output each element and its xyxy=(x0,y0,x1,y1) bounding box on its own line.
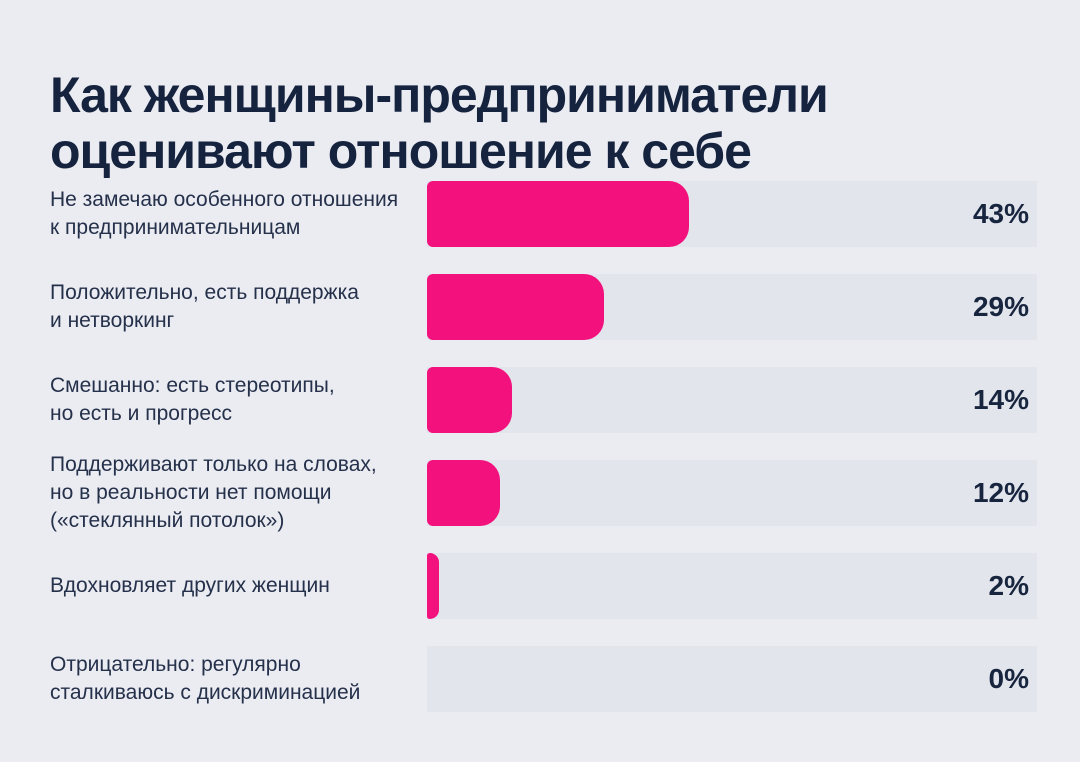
bar-row: Смешанно: есть стереотипы, но есть и про… xyxy=(50,367,1038,433)
value-label: 29% xyxy=(972,291,1029,322)
value-label: 0% xyxy=(988,663,1029,694)
bar-fill xyxy=(427,553,440,619)
bar-track: 0% xyxy=(427,646,1037,712)
value-label: 12% xyxy=(972,477,1029,508)
value-label: 2% xyxy=(988,570,1029,601)
value-label: 43% xyxy=(972,198,1029,229)
value-label: 14% xyxy=(972,384,1029,415)
bar-track: 14% xyxy=(427,367,1037,433)
bar-fill xyxy=(427,181,690,247)
chart-title: Как женщины-предприниматели оценивают от… xyxy=(50,66,829,179)
bar-track: 2% xyxy=(427,553,1037,619)
bar-fill xyxy=(427,274,604,340)
bar-row: Положительно, есть поддержка и нетворкин… xyxy=(50,274,1038,340)
bar-row: Отрицательно: регулярно сталкиваюсь с ди… xyxy=(50,646,1038,712)
category-label: Не замечаю особенного отношения к предпр… xyxy=(50,188,399,239)
category-label: Отрицательно: регулярно сталкиваюсь с ди… xyxy=(50,653,361,704)
bar-row: Вдохновляет других женщин 2% xyxy=(50,553,1038,619)
bar-row: Поддерживают только на словах, но в реал… xyxy=(50,453,1038,532)
bar-chart: Не замечаю особенного отношения к предпр… xyxy=(50,181,1038,712)
bar-track: 12% xyxy=(427,460,1037,526)
category-label: Вдохновляет других женщин xyxy=(50,574,330,597)
bar-track: 43% xyxy=(427,181,1037,247)
bar-fill xyxy=(427,367,513,433)
bar-track: 29% xyxy=(427,274,1037,340)
category-label: Положительно, есть поддержка и нетворкин… xyxy=(50,281,359,332)
category-label: Поддерживают только на словах, но в реал… xyxy=(50,453,377,532)
bar-fill xyxy=(427,460,501,526)
bar-row: Не замечаю особенного отношения к предпр… xyxy=(50,181,1038,247)
category-label: Смешанно: есть стереотипы, но есть и про… xyxy=(50,374,335,425)
